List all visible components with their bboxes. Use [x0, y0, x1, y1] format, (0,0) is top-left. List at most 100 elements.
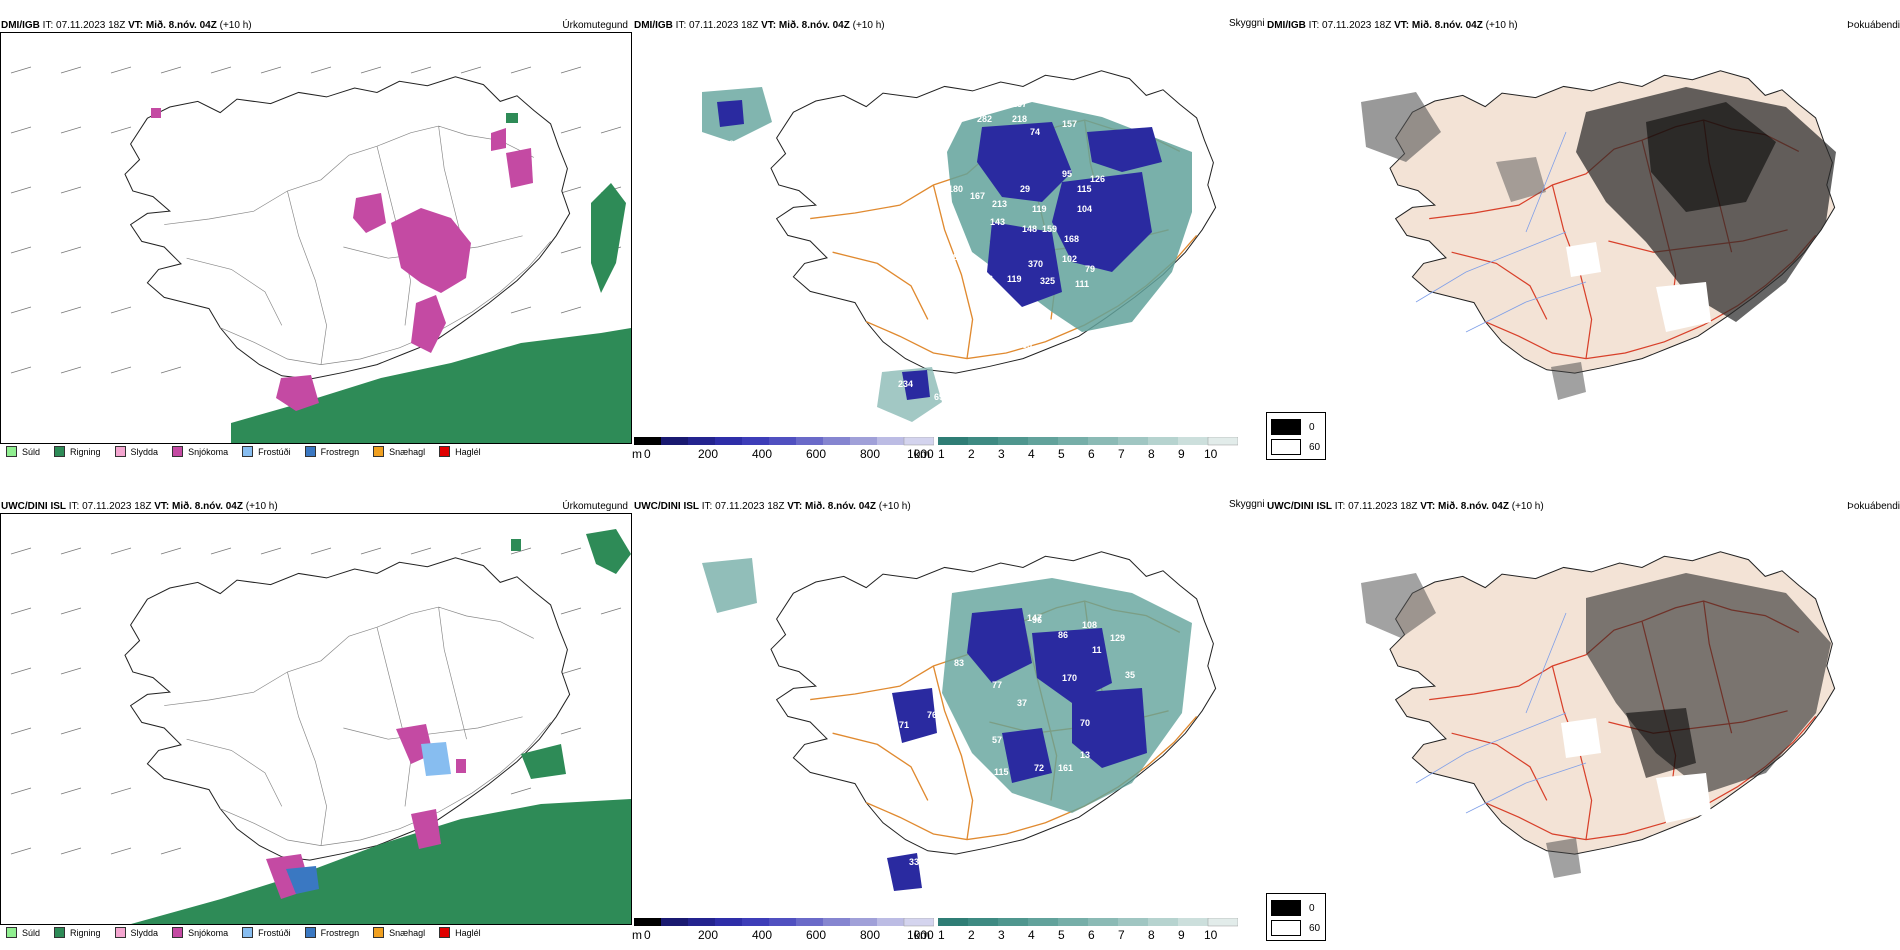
precip-legend: Súld Rigning Slydda Snjókoma Frostúði Fr…	[6, 446, 495, 457]
visibility-scale: km 1 2 3 4 5 6 7 8 9 10	[914, 437, 1238, 465]
ceiling-height-label: 99	[739, 154, 749, 164]
vt-label: VT:	[128, 20, 144, 31]
ceiling-tick: 400	[752, 928, 773, 942]
visibility-tick: 3	[998, 928, 1005, 942]
visibility-panel-row0: DMI/IGB IT: 07.11.2023 18Z VT: Mið. 8.nó…	[632, 12, 1326, 465]
panel-title: Þokuábendi	[1847, 501, 1900, 512]
model-name: UWC/DINI ISL	[1267, 501, 1332, 512]
legend-item-rigning: Rigning	[54, 446, 101, 457]
swatch	[304, 446, 316, 457]
ceiling-unit: m	[632, 447, 642, 461]
model-name: DMI/IGB	[1267, 20, 1306, 31]
it-label: IT:	[675, 20, 687, 31]
it-value: 07.11.2023 18Z	[56, 20, 126, 31]
ceiling-height-label: 213	[992, 199, 1007, 209]
lead-time: (+10 h)	[878, 501, 911, 512]
ceiling-height-label: 110	[919, 262, 934, 272]
ceiling-height-label: 237	[1012, 99, 1027, 109]
ceiling-height-label: 108	[1082, 620, 1097, 630]
panel-header: DMI/IGB IT: 07.11.2023 18Z VT: Mið. 8.nó…	[1, 20, 252, 32]
legend-item-haglel: Haglél	[439, 927, 481, 938]
ceiling-height-label: 69	[934, 392, 944, 402]
visibility-tick: 9	[1178, 928, 1185, 942]
ceiling-height-label: 96	[1032, 615, 1042, 625]
model-name: UWC/DINI ISL	[634, 501, 699, 512]
ceiling-height-label: 29	[1020, 184, 1030, 194]
cloud-legend: 0 60	[1266, 893, 1326, 941]
lead-time: (+10 h)	[852, 20, 885, 31]
model-name: UWC/DINI ISL	[1, 501, 66, 512]
ceiling-tick: 800	[860, 447, 881, 461]
cloud-legend-row: 60	[1271, 920, 1320, 936]
ceiling-height-label: 33	[920, 151, 930, 161]
panel-header: UWC/DINI ISL IT: 07.11.2023 18Z VT: Mið.…	[634, 501, 911, 513]
ceiling-height-label: 115	[994, 767, 1009, 777]
rain-areas	[131, 529, 631, 924]
swatch	[54, 446, 66, 457]
cloud-legend-row: 0	[1271, 900, 1315, 916]
ceiling-height-label: 106	[978, 274, 993, 284]
snow-areas	[151, 108, 533, 411]
fog-panel-row0: DMI/IGB IT: 07.11.2023 18Z VT: Mið. 8.nó…	[1266, 12, 1900, 462]
legend-item-snaehagl: Snæhagl	[373, 446, 425, 457]
ceiling-colorbar	[634, 918, 934, 927]
ceiling-height-label: 157	[1062, 119, 1077, 129]
fog-panel-row1: UWC/DINI ISL IT: 07.11.2023 18Z VT: Mið.…	[1266, 493, 1900, 943]
ceiling-height-label: 325	[1040, 276, 1055, 286]
low-ceiling-areas	[717, 100, 1162, 400]
fog-map	[1266, 513, 1900, 918]
legend-item-snaehagl: Snæhagl	[373, 927, 425, 938]
ceiling-height-label: 111	[1075, 279, 1089, 289]
visibility-tick: 2	[968, 928, 975, 942]
swatch	[172, 446, 184, 457]
ceiling-height-label: 126	[1090, 174, 1105, 184]
ceiling-tick: 0	[644, 928, 651, 942]
ceiling-height-label: 35	[1125, 670, 1135, 680]
lead-time: (+10 h)	[1485, 20, 1518, 31]
visibility-tick: 8	[1148, 447, 1155, 461]
ceiling-height-label: 76	[927, 710, 937, 720]
panel-title: Skyggni	[1229, 499, 1265, 510]
low-ceiling-areas	[887, 608, 1147, 891]
ceiling-tick: 1000	[907, 447, 934, 461]
ceiling-colorbar	[634, 437, 934, 446]
ceiling-height-label: 167	[970, 191, 985, 201]
swatch	[439, 927, 451, 938]
precip-type-panel-row1: UWC/DINI ISL IT: 07.11.2023 18Z VT: Mið.…	[0, 493, 632, 943]
visibility-panel-row1: UWC/DINI ISL IT: 07.11.2023 18Z VT: Mið.…	[632, 493, 1326, 943]
visibility-tick: 1	[938, 928, 945, 942]
panel-header: DMI/IGB IT: 07.11.2023 18Z VT: Mið. 8.nó…	[1267, 20, 1518, 32]
legend-item-sudl: Súld	[6, 927, 40, 938]
fog-map	[1266, 32, 1900, 437]
swatch	[242, 446, 254, 457]
legend-item-slydda: Slydda	[114, 446, 158, 457]
visibility-tick: 10	[1204, 447, 1218, 461]
visibility-colorbar	[938, 437, 1238, 446]
ceiling-height-label: 104	[1077, 204, 1092, 214]
visibility-colorbar	[938, 918, 1238, 927]
swatch	[304, 927, 316, 938]
vt-label: VT:	[1394, 20, 1410, 31]
ceiling-tick: 800	[860, 928, 881, 942]
ceiling-height-label: 88	[1042, 807, 1052, 817]
precip-type-map	[0, 513, 632, 925]
ceiling-height-label: 37	[1017, 698, 1027, 708]
ceiling-height-label: 143	[990, 217, 1005, 227]
ceiling-height-label: 122	[927, 645, 942, 655]
swatch	[242, 927, 254, 938]
visibility-map: 32 99 96 209 282 237 218 74 157 33 180 167 213 29 119 9…	[632, 32, 1266, 437]
vt-label: VT:	[761, 20, 777, 31]
visibility-tick: 5	[1058, 928, 1065, 942]
ceiling-tick: 200	[698, 928, 719, 942]
ceiling-height-label: 147	[1027, 613, 1042, 623]
it-label: IT:	[42, 20, 54, 31]
ceiling-height-label: 71	[899, 720, 909, 730]
cloud-legend: 0 60	[1266, 412, 1326, 460]
ceiling-height-label: 168	[1064, 234, 1079, 244]
it-value: 07.11.2023 18Z	[1348, 501, 1418, 512]
swatch	[54, 927, 66, 938]
it-label: IT:	[701, 501, 713, 512]
ceiling-height-label: 57	[992, 735, 1002, 745]
panel-title: Skyggni	[1229, 18, 1265, 29]
panel-header: UWC/DINI ISL IT: 07.11.2023 18Z VT: Mið.…	[1, 501, 278, 513]
